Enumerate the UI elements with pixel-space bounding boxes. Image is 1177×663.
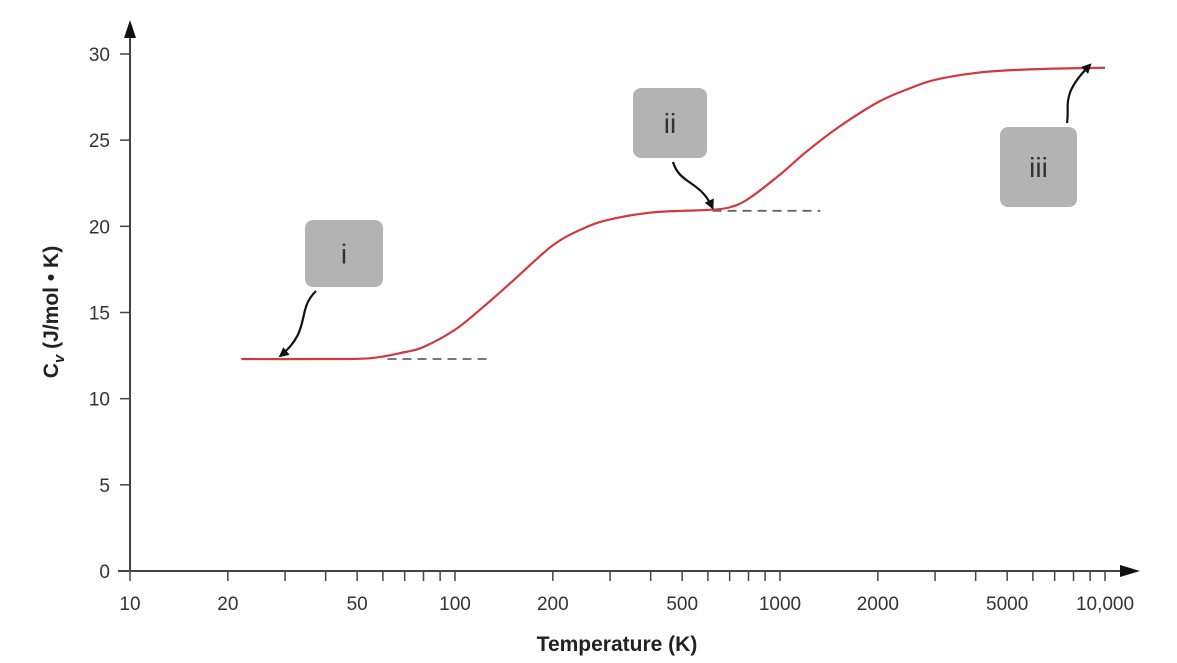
- y-tick-label: 10: [89, 390, 110, 411]
- annotation-arrow-icon: [278, 290, 317, 358]
- x-axis-arrow-icon: [1120, 565, 1140, 577]
- axes: [118, 20, 1140, 577]
- annotation-box: [633, 88, 707, 158]
- annotation-label: iii: [1029, 152, 1048, 183]
- y-tick-label: 20: [89, 217, 110, 238]
- cv-curve: [241, 66, 1106, 361]
- annotation-arrow-icon: [671, 161, 714, 210]
- x-tick-label: 200: [537, 594, 569, 615]
- y-axis-title: Cv (J/mol • K): [40, 246, 68, 378]
- annotation-ii: ii: [633, 88, 714, 210]
- y-tick-label: 0: [99, 562, 110, 583]
- y-axis-arrow-icon: [124, 20, 136, 38]
- y-axis-title-subscript: v: [51, 353, 68, 363]
- x-tick-label: 20: [217, 594, 238, 615]
- annotation-label: i: [341, 239, 347, 270]
- x-tick-label: 10: [119, 594, 140, 615]
- annotation-label: ii: [664, 108, 676, 139]
- x-tick-label: 100: [439, 594, 471, 615]
- y-tick-label: 15: [89, 304, 110, 325]
- annotation-arrow-icon: [1065, 63, 1092, 124]
- x-tick-label: 2000: [857, 594, 899, 615]
- x-tick-label: 500: [666, 594, 698, 615]
- y-axis-title-main: C: [40, 363, 63, 378]
- y-tick-label: 30: [89, 45, 110, 66]
- x-tick-label: 5000: [986, 594, 1028, 615]
- annotation-i: i: [278, 220, 383, 358]
- y-axis-title-units: (J/mol • K): [40, 246, 63, 355]
- annotation-box: [1000, 127, 1077, 207]
- y-tick-label: 5: [99, 476, 110, 497]
- x-tick-label: 50: [347, 594, 368, 615]
- x-tick-label: 1000: [759, 594, 801, 615]
- y-tick-label: 25: [89, 131, 110, 152]
- annotation-iii: iii: [1000, 63, 1092, 207]
- x-tick-label: 10,000: [1076, 594, 1134, 615]
- x-axis-title: Temperature (K): [537, 633, 698, 656]
- annotation-box: [305, 220, 383, 287]
